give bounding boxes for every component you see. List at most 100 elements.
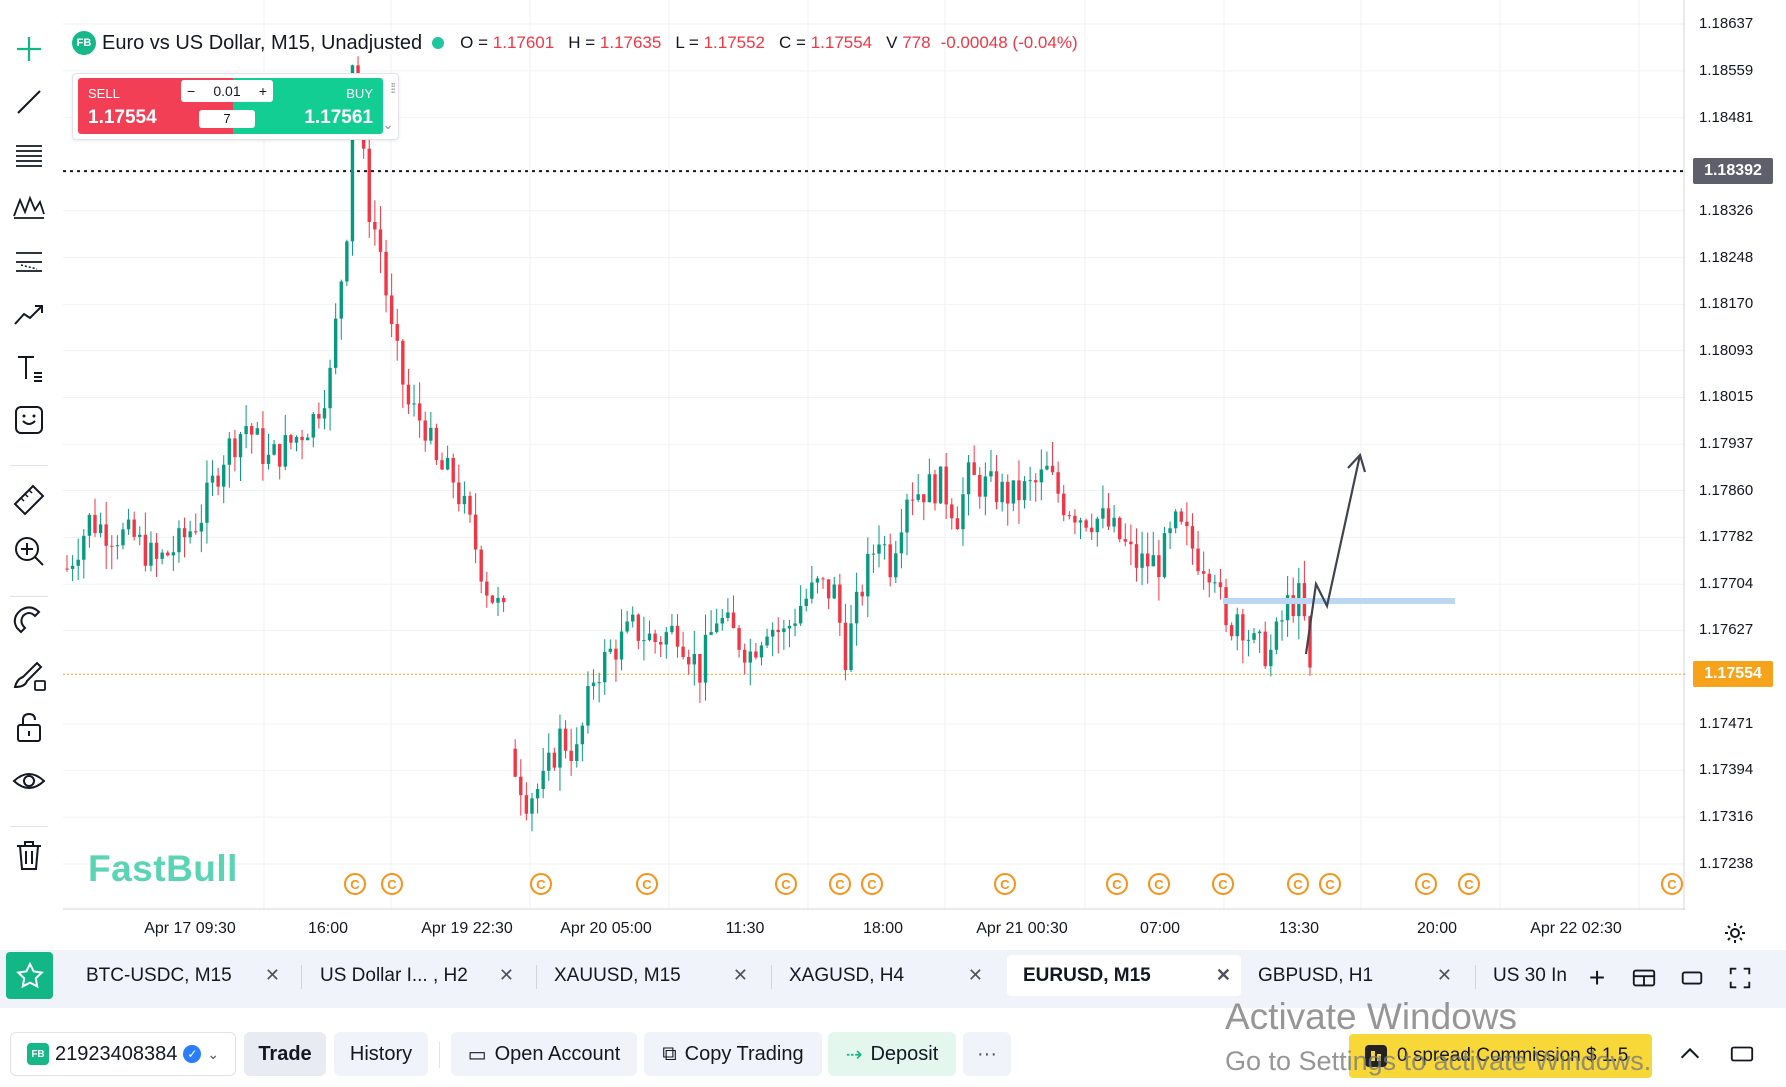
candle-down [417,403,422,421]
candle-down [132,519,136,537]
price-scale[interactable]: 1.18637 1.18559 1.18481 1.18326 1.18248 1.181… [1685,0,1786,910]
candle-up [608,648,613,652]
candle-up [1101,508,1105,519]
trend-line-icon[interactable] [8,81,50,123]
candle-down [468,495,472,515]
buy-price: 1.17561 [304,107,373,128]
tab-btc-usdc[interactable]: BTC-USDC, M15 ✕ [86,964,280,986]
history-button[interactable]: History [334,1032,428,1076]
candle-up [496,597,500,603]
tab-xagusd[interactable]: XAGUSD, H4 ✕ [789,964,983,986]
drawing-toolbar [0,0,58,945]
candle-down [737,628,741,650]
ruler-icon[interactable] [8,477,50,519]
layout-icon[interactable] [1630,964,1658,992]
close-icon[interactable]: ✕ [1436,965,1452,985]
more-button[interactable]: ··· [963,1032,1011,1076]
sell-label: SELL [88,86,120,101]
event-marker: C [344,873,366,895]
favorites-button[interactable] [6,952,53,999]
candle-up [1000,481,1004,503]
price-axis-label: 1.17937 [1699,435,1754,453]
candle-up [535,789,540,799]
deposit-button[interactable]: ⇢ Deposit [828,1032,956,1076]
candle-up [283,435,287,467]
close-icon[interactable]: ✕ [967,965,983,985]
candle-up [412,403,416,405]
chevron-up-icon[interactable] [1676,1040,1704,1068]
close-icon[interactable]: ✕ [1215,965,1231,985]
drag-handle-icon[interactable]: ⁞⁞ [390,80,396,96]
gear-icon[interactable] [1722,920,1748,946]
toolbar-divider [10,465,48,466]
candle-up [619,631,624,660]
account-selector[interactable]: FB 21923408384 ✓ ⌄ [10,1032,236,1076]
lot-size-value[interactable]: 0.01 [213,83,241,99]
candle-up [798,606,803,624]
projection-icon[interactable] [8,293,50,335]
close-icon[interactable]: ✕ [264,965,280,985]
trash-icon[interactable] [8,834,50,876]
window-icon[interactable] [1678,964,1706,992]
tab-us-dollar-index[interactable]: US Dollar I... , H2 ✕ [320,964,514,986]
candle-down [501,597,506,603]
candle-down [1224,587,1228,626]
candle-down [524,795,529,814]
candle-up [429,427,433,441]
add-tab-button[interactable]: + [1588,962,1606,993]
parallel-channel-icon[interactable] [8,240,50,282]
fib-retracement-icon[interactable] [8,134,50,176]
projection-arrow [1304,452,1367,655]
candle-up [171,552,176,556]
crosshair-icon[interactable] [8,28,50,70]
open-account-button[interactable]: ▭ Open Account [451,1032,637,1076]
candle-up [1257,631,1262,634]
ohlc-volume: V 778 [886,33,931,52]
tab-xauusd[interactable]: XAUUSD, M15 ✕ [554,964,748,986]
candle-down [1034,480,1038,483]
close-icon[interactable]: ✕ [498,965,514,985]
lock-icon[interactable] [8,707,50,749]
price-axis-label: 1.18559 [1699,61,1754,79]
chevron-down-icon[interactable]: ⌄ [382,116,394,132]
broker-badge: FB [72,31,96,55]
brush-lock-icon[interactable] [8,654,50,696]
copy-trading-button[interactable]: ⧉ Copy Trading [644,1032,822,1076]
spread-value: 7 [199,110,255,128]
text-icon[interactable] [8,346,50,388]
time-axis-label: 18:00 [862,920,904,937]
event-marker: C [381,873,403,895]
pattern-icon[interactable] [8,187,50,229]
tab-eurusd[interactable]: EURUSD, M15 ✕ [1007,955,1241,996]
price-axis-label: 1.18248 [1699,248,1754,266]
candle-down [731,612,736,629]
candle-down [104,524,108,546]
emoji-icon[interactable] [8,399,50,441]
candle-up [703,634,708,683]
close-icon[interactable]: ✕ [732,965,748,985]
eye-icon[interactable] [8,760,50,802]
candle-up [1269,649,1273,667]
magnet-icon[interactable] [8,601,50,643]
candle-down [166,552,170,556]
svg-text:C: C [1218,877,1228,892]
promo-banner[interactable]: 0 spread Commission $ 1.5 [1349,1034,1652,1078]
candle-up [871,553,876,555]
symbol-title[interactable]: Euro vs US Dollar, M15, Unadjusted [102,31,423,54]
zoom-in-icon[interactable] [8,530,50,572]
tab-gbpusd[interactable]: GBPUSD, H1 ✕ [1258,964,1452,986]
panel-toggle-icon[interactable] [1728,1040,1756,1068]
candle-up [205,482,209,523]
candle-down [406,384,411,405]
fullscreen-icon[interactable] [1726,964,1754,992]
lot-decrease-button[interactable]: − [187,83,196,99]
candle-down [250,426,254,435]
tab-us30[interactable]: US 30 In [1493,964,1567,986]
lot-size-stepper[interactable]: − 0.01 + [181,80,273,102]
candle-up [541,770,545,790]
candle-up [631,614,635,622]
trade-button[interactable]: Trade [244,1032,326,1076]
lot-increase-button[interactable]: + [258,83,267,99]
